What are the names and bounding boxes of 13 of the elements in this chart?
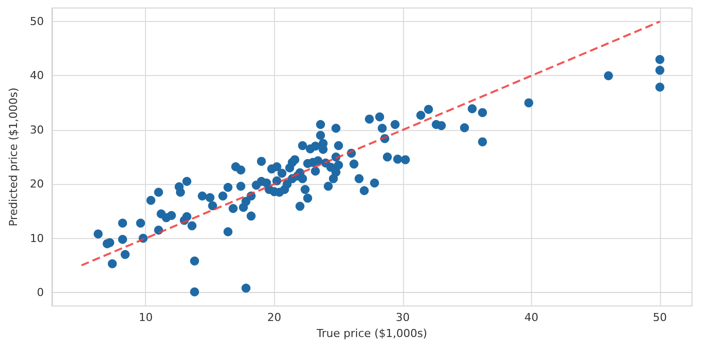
y-tick-label: 30 (30, 123, 44, 136)
y-tick-label: 50 (30, 15, 44, 28)
x-tick-label: 20 (267, 311, 282, 324)
y-tick-label: 20 (30, 178, 44, 191)
x-tick-label: 50 (652, 311, 667, 324)
x-axis-title: True price ($1,000s) (316, 327, 428, 340)
y-tick-label: 40 (30, 69, 44, 82)
y-tick-label: 0 (36, 286, 44, 299)
x-tick-label: 40 (524, 311, 538, 324)
y-tick-label: 10 (30, 232, 44, 245)
x-tick-label: 10 (138, 311, 153, 324)
y-axis-title: Predicted price ($1,000s) (7, 88, 20, 226)
x-tick-label: 30 (396, 311, 410, 324)
